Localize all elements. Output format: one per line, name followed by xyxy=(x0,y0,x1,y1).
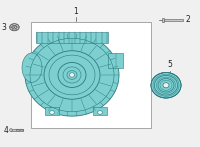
Bar xyxy=(164,19,182,21)
Bar xyxy=(93,107,107,115)
Ellipse shape xyxy=(22,53,42,82)
Ellipse shape xyxy=(50,111,54,114)
Text: 1: 1 xyxy=(74,7,78,16)
Bar xyxy=(162,18,164,22)
Ellipse shape xyxy=(160,80,172,90)
Ellipse shape xyxy=(10,24,19,31)
Ellipse shape xyxy=(70,73,74,77)
Text: 5: 5 xyxy=(168,60,172,69)
Ellipse shape xyxy=(25,34,119,116)
Text: 2: 2 xyxy=(186,15,190,24)
Bar xyxy=(31,22,151,128)
Ellipse shape xyxy=(67,71,77,79)
Bar xyxy=(36,32,108,43)
Ellipse shape xyxy=(154,75,178,95)
Bar xyxy=(108,53,123,68)
Ellipse shape xyxy=(98,111,102,114)
Bar xyxy=(45,107,59,115)
Ellipse shape xyxy=(58,62,86,87)
Ellipse shape xyxy=(151,72,181,98)
Ellipse shape xyxy=(156,77,176,93)
Text: 3: 3 xyxy=(2,23,6,32)
Ellipse shape xyxy=(153,74,179,96)
Bar xyxy=(11,129,23,131)
Ellipse shape xyxy=(44,51,100,99)
Ellipse shape xyxy=(158,78,174,92)
Text: 4: 4 xyxy=(4,126,9,135)
Ellipse shape xyxy=(163,83,169,88)
Ellipse shape xyxy=(12,25,17,29)
Ellipse shape xyxy=(151,73,181,98)
Ellipse shape xyxy=(10,129,12,132)
